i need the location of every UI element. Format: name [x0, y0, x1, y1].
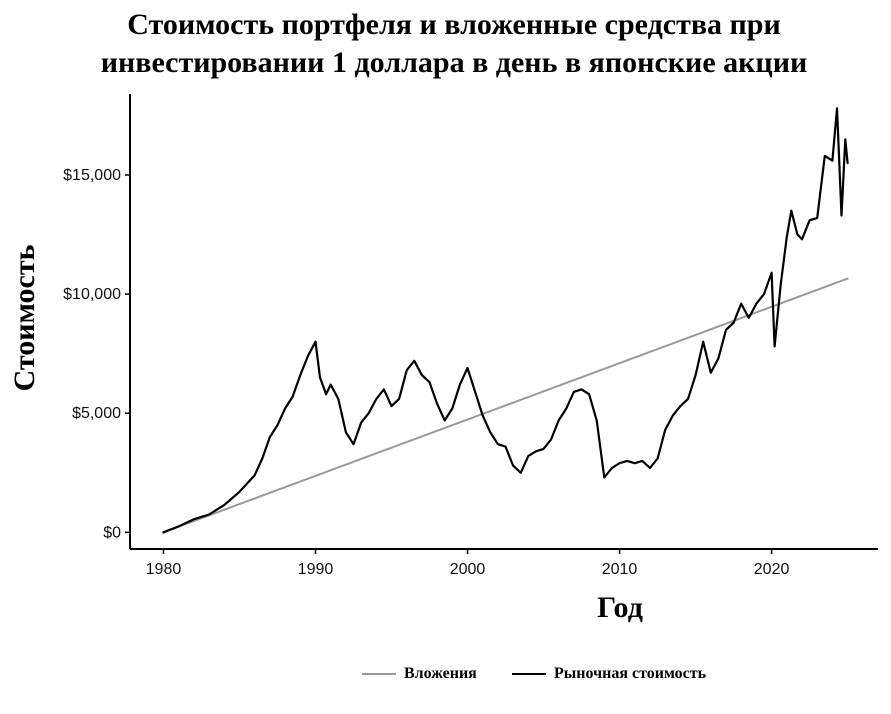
y-tick-label: $10,000	[63, 286, 121, 303]
chart-title: Стоимость портфеля и вложенные средства …	[101, 8, 808, 79]
y-tick-label: $15,000	[63, 167, 121, 184]
x-tick-label: 2010	[602, 561, 638, 578]
series-line-investments	[162, 277, 849, 534]
x-tick-label: 1990	[298, 561, 334, 578]
legend-label-market-value: Рыночная стоимость	[554, 665, 707, 682]
y-axis-title: Стоимость	[8, 244, 41, 391]
x-tick-label: 1980	[146, 561, 182, 578]
x-axis-title: Год	[597, 591, 643, 624]
y-axis-ticks: $0 $5,000 $10,000 $15,000	[63, 167, 130, 541]
x-tick-label: 2020	[754, 561, 790, 578]
y-tick-label: $0	[103, 524, 121, 541]
series-line-market-value	[162, 107, 849, 534]
legend-label-investments: Вложения	[404, 665, 477, 682]
x-axis-ticks: 1980 1990 2000 2010 2020	[146, 549, 790, 578]
chart-title-line-1: Стоимость портфеля и вложенные средства …	[127, 8, 781, 41]
legend: Вложения Рыночная стоимость	[362, 665, 707, 682]
series-layer	[162, 107, 849, 534]
y-tick-label: $5,000	[72, 405, 121, 422]
chart-title-line-2: инвестировании 1 доллара в день в японск…	[101, 46, 808, 79]
x-tick-label: 2000	[450, 561, 486, 578]
